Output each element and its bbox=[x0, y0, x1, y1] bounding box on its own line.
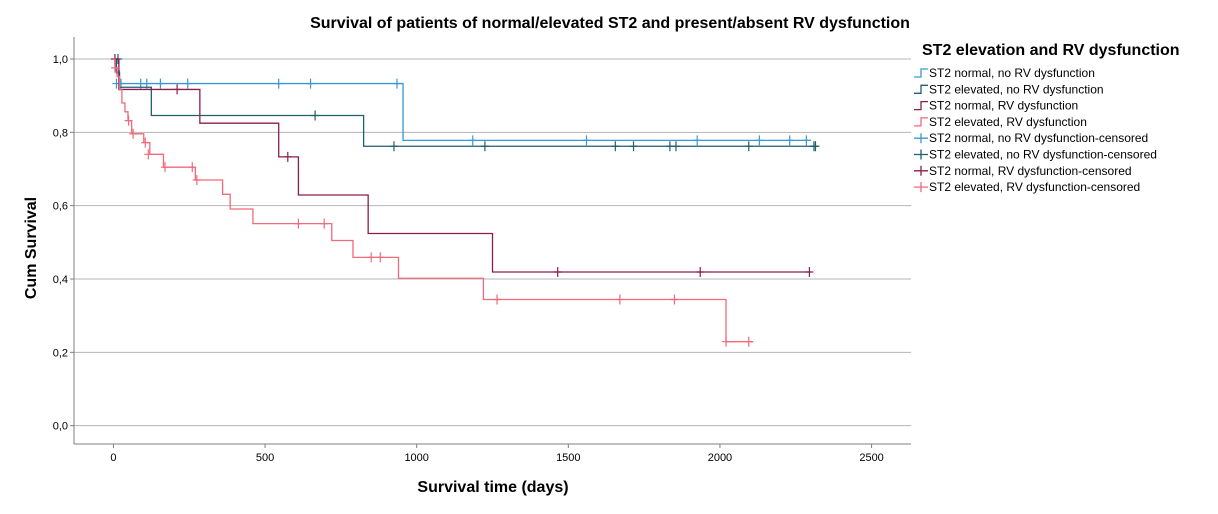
legend-item: ST2 elevated, RV dysfunction bbox=[914, 115, 1087, 129]
grid-layer bbox=[74, 58, 911, 427]
legend-item: ST2 elevated, no RV dysfunction bbox=[914, 82, 1104, 96]
legend-label: ST2 normal, no RV dysfunction bbox=[929, 66, 1095, 80]
legend-label: ST2 elevated, RV dysfunction-censored bbox=[929, 180, 1140, 194]
censor-mark bbox=[156, 78, 165, 89]
censor-mark bbox=[553, 267, 562, 278]
censor-mark bbox=[183, 78, 192, 89]
ticks-layer: 0,0 0,2 0,4 0,6 0,8 1,0 0 500 1000 1500 2000 2500 bbox=[53, 54, 884, 464]
censor-mark bbox=[468, 135, 477, 146]
censor-mark bbox=[696, 267, 705, 278]
censor-mark bbox=[785, 135, 794, 146]
censor-mark bbox=[480, 141, 489, 152]
legend-title: ST2 elevation and RV dysfunction bbox=[922, 42, 1180, 59]
censor-mark bbox=[124, 115, 133, 126]
legend-label: ST2 elevated, RV dysfunction bbox=[929, 115, 1087, 129]
x-tick-label: 2000 bbox=[708, 452, 732, 464]
legend-item: ST2 normal, no RV dysfunction-censored bbox=[914, 131, 1148, 145]
censor-mark bbox=[722, 336, 731, 347]
legend-label: ST2 normal, RV dysfunction bbox=[929, 99, 1078, 113]
censor-mark bbox=[744, 336, 753, 347]
series-layer bbox=[110, 54, 820, 347]
legend-swatch-line bbox=[914, 117, 928, 127]
legend-label: ST2 elevated, no RV dysfunction bbox=[929, 82, 1104, 96]
x-tick-label: 1000 bbox=[404, 452, 428, 464]
series-4 bbox=[110, 58, 754, 347]
censor-mark bbox=[755, 135, 764, 146]
y-tick-label: 0,4 bbox=[53, 274, 68, 286]
y-tick-label: 0,0 bbox=[53, 421, 68, 433]
censor-mark bbox=[311, 110, 320, 121]
censor-mark bbox=[493, 294, 502, 305]
legend-swatch-line bbox=[914, 84, 928, 94]
censor-mark bbox=[320, 218, 329, 229]
series-3 bbox=[110, 54, 814, 278]
censor-mark bbox=[376, 252, 385, 263]
legend-swatch-censor bbox=[914, 182, 928, 193]
censor-mark bbox=[811, 141, 820, 152]
censor-mark bbox=[294, 218, 303, 229]
survival-line bbox=[113, 58, 811, 142]
x-axis-label: Survival time (days) bbox=[417, 479, 568, 496]
y-tick-label: 0,6 bbox=[53, 201, 68, 213]
censor-mark bbox=[144, 149, 153, 160]
legend-swatch-line bbox=[914, 68, 928, 78]
legend-item: ST2 normal, RV dysfunction-censored bbox=[914, 164, 1132, 178]
y-tick-label: 1,0 bbox=[53, 54, 68, 66]
survival-line bbox=[113, 58, 817, 147]
censor-mark bbox=[611, 141, 620, 152]
legend-swatch-line bbox=[914, 100, 928, 111]
censor-mark bbox=[389, 141, 398, 152]
censor-mark bbox=[805, 267, 814, 278]
censor-mark bbox=[129, 128, 138, 139]
survival-line bbox=[113, 58, 754, 343]
censor-mark bbox=[110, 62, 119, 73]
censor-mark bbox=[802, 135, 811, 146]
series-2 bbox=[113, 54, 820, 152]
censor-mark bbox=[671, 141, 680, 152]
censor-mark bbox=[744, 141, 753, 152]
y-tick-label: 0,8 bbox=[53, 127, 68, 139]
censor-mark bbox=[615, 294, 624, 305]
legend-label: ST2 normal, RV dysfunction-censored bbox=[929, 164, 1132, 178]
censor-mark bbox=[582, 135, 591, 146]
censor-mark bbox=[367, 252, 376, 263]
censor-mark bbox=[173, 84, 182, 95]
x-tick-label: 2500 bbox=[859, 452, 883, 464]
legend-swatch-censor bbox=[914, 165, 928, 176]
chart-title: Survival of patients of normal/elevated … bbox=[310, 15, 910, 32]
censor-mark bbox=[141, 137, 150, 148]
censor-mark bbox=[283, 151, 292, 162]
y-axis-label: Cum Survival bbox=[23, 197, 40, 299]
legend-swatch-censor bbox=[914, 133, 928, 144]
censor-mark bbox=[306, 78, 315, 89]
censor-mark bbox=[160, 162, 169, 173]
censor-mark bbox=[629, 141, 638, 152]
legend: ST2 elevation and RV dysfunction ST2 nor… bbox=[914, 42, 1180, 194]
censor-mark bbox=[670, 294, 679, 305]
x-tick-label: 1500 bbox=[556, 452, 580, 464]
censor-mark bbox=[392, 78, 401, 89]
axes-layer bbox=[73, 37, 911, 445]
censor-mark bbox=[188, 162, 197, 173]
x-tick-label: 500 bbox=[256, 452, 274, 464]
legend-item: ST2 normal, RV dysfunction bbox=[914, 99, 1078, 113]
censor-mark bbox=[274, 78, 283, 89]
legend-label: ST2 normal, no RV dysfunction-censored bbox=[929, 131, 1148, 145]
legend-item: ST2 elevated, RV dysfunction-censored bbox=[914, 180, 1140, 194]
legend-item: ST2 elevated, no RV dysfunction-censored bbox=[914, 148, 1157, 162]
censor-mark bbox=[693, 135, 702, 146]
legend-swatch-censor bbox=[914, 149, 928, 160]
legend-item: ST2 normal, no RV dysfunction bbox=[914, 66, 1095, 80]
survival-line bbox=[113, 58, 811, 273]
legend-label: ST2 elevated, no RV dysfunction-censored bbox=[929, 148, 1157, 162]
x-tick-label: 0 bbox=[110, 452, 116, 464]
y-tick-label: 0,2 bbox=[53, 347, 68, 359]
censor-mark bbox=[192, 175, 201, 185]
